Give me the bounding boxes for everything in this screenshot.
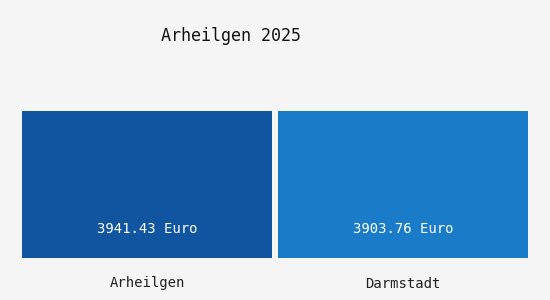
Text: 3903.76 Euro: 3903.76 Euro: [353, 222, 453, 236]
Text: Darmstadt: Darmstadt: [365, 277, 441, 290]
Text: Arheilgen 2025: Arheilgen 2025: [161, 27, 301, 45]
Text: 3941.43 Euro: 3941.43 Euro: [97, 222, 197, 236]
Text: Arheilgen: Arheilgen: [109, 277, 185, 290]
